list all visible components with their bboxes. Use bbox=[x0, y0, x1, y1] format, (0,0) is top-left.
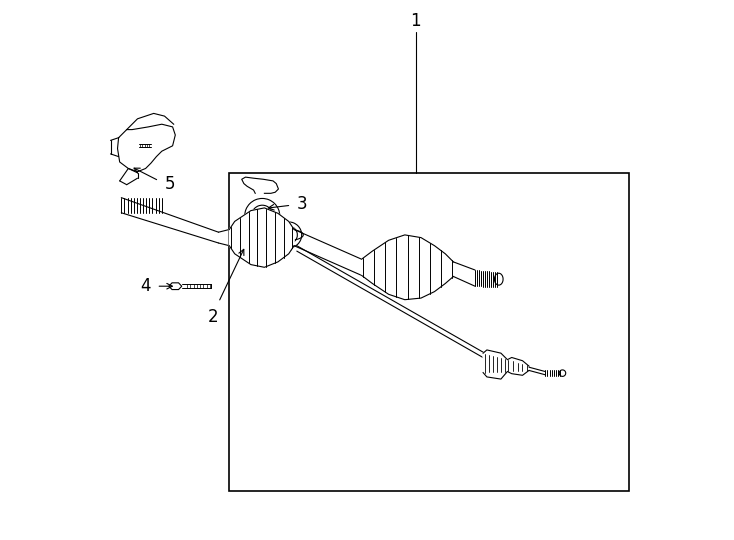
Polygon shape bbox=[229, 208, 294, 267]
Text: 2: 2 bbox=[208, 308, 219, 326]
Text: 1: 1 bbox=[410, 12, 421, 30]
Bar bbox=[229, 173, 629, 491]
Text: 3: 3 bbox=[297, 195, 308, 213]
Polygon shape bbox=[483, 350, 507, 379]
Polygon shape bbox=[117, 124, 175, 172]
Polygon shape bbox=[507, 357, 529, 375]
Text: 5: 5 bbox=[164, 174, 175, 193]
Text: 4: 4 bbox=[140, 277, 151, 295]
Polygon shape bbox=[362, 235, 454, 300]
